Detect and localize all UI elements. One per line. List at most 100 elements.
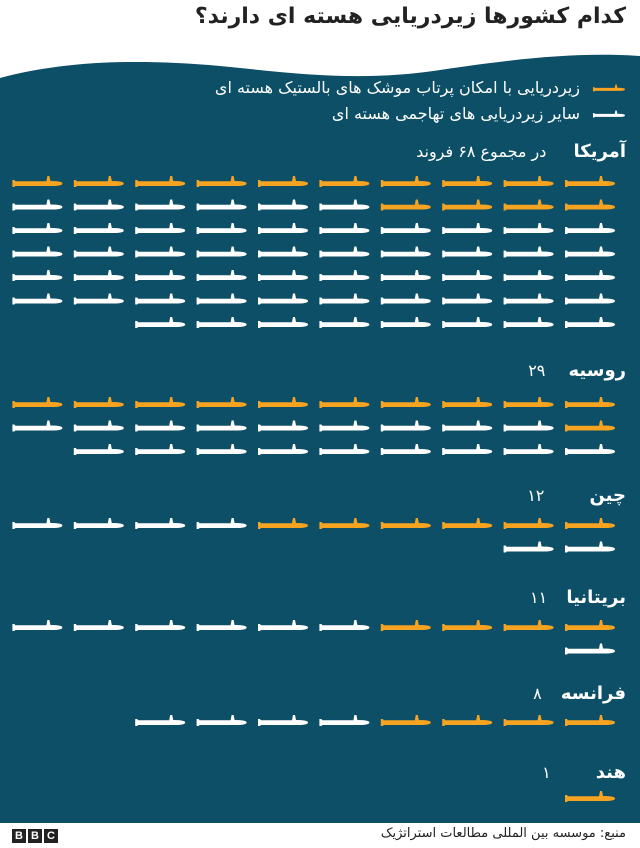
submarine-other-mark xyxy=(565,444,615,455)
submarine-other-mark xyxy=(73,199,124,211)
submarine-ballistic-mark xyxy=(503,199,554,211)
submarine-other-mark xyxy=(503,270,554,281)
submarine-other-mark xyxy=(503,420,554,432)
submarine-other-mark xyxy=(319,444,370,455)
submarine-other-mark xyxy=(73,223,124,234)
legend-label: زیردریایی با امکان پرتاب موشک های بالستی… xyxy=(214,78,580,97)
submarine-ballistic-mark xyxy=(380,199,431,211)
submarine-ballistic-mark xyxy=(135,397,186,408)
submarine-other-mark xyxy=(196,420,247,432)
page-title: کدام کشورها زیردریایی هسته ای دارند؟ xyxy=(194,4,626,29)
submarine-other-mark xyxy=(442,317,493,328)
submarine-ballistic-mark xyxy=(380,518,431,529)
submarine-ballistic-mark xyxy=(258,397,308,408)
legend-item-ballistic: زیردریایی با امکان پرتاب موشک های بالستی… xyxy=(215,78,626,97)
submarine-other-mark xyxy=(196,270,247,281)
submarine-other-mark xyxy=(258,270,308,281)
submarine-ballistic-mark xyxy=(503,518,554,529)
submarine-other-mark xyxy=(503,444,554,455)
submarine-ballistic-mark xyxy=(73,176,124,187)
submarine-other-mark xyxy=(135,223,186,234)
submarine-other-mark xyxy=(565,317,615,328)
submarine-other-mark xyxy=(380,270,431,281)
submarine-other-mark xyxy=(380,444,431,455)
submarine-ballistic-mark xyxy=(503,176,554,187)
submarine-other-mark xyxy=(319,715,370,726)
submarine-other-mark xyxy=(135,420,186,432)
submarine-other-mark xyxy=(12,420,63,432)
submarine-other-mark xyxy=(196,199,247,211)
submarine-other-mark xyxy=(12,223,63,234)
submarine-ballistic-mark xyxy=(319,397,370,408)
country-name: هند xyxy=(595,762,626,783)
submarine-other-mark xyxy=(442,444,493,455)
submarine-other-mark xyxy=(135,270,186,281)
submarine-ballistic-mark xyxy=(442,620,493,631)
submarine-other-mark xyxy=(319,199,370,211)
submarine-other-mark xyxy=(319,270,370,281)
submarine-ballistic-mark xyxy=(12,176,63,187)
submarine-ballistic-mark xyxy=(258,176,308,187)
country-name: بریتانیا xyxy=(566,587,626,608)
submarine-other-mark xyxy=(196,715,247,726)
country-name: فرانسه xyxy=(560,683,626,704)
country-france: فرانسه ۸ xyxy=(533,683,626,704)
submarine-other-mark xyxy=(12,199,63,211)
submarine-ballistic-mark xyxy=(565,397,615,408)
submarine-other-mark xyxy=(565,223,615,234)
submarine-ballistic-mark xyxy=(565,420,615,432)
submarine-ballistic-mark xyxy=(380,620,431,631)
country-china: چین ۱۲ xyxy=(527,485,626,506)
submarine-ballistic-mark xyxy=(319,518,370,529)
country-name: چین xyxy=(589,485,626,506)
submarine-other-mark xyxy=(135,293,186,305)
submarine-other-mark xyxy=(135,518,186,529)
submarine-other-mark xyxy=(565,643,615,655)
submarine-other-mark xyxy=(503,293,554,305)
submarine-ballistic-mark xyxy=(442,397,493,408)
country-usa: آمریکا در مجموع ۶۸ فروند xyxy=(416,141,626,162)
submarine-other-mark xyxy=(258,715,308,726)
submarine-ballistic-mark xyxy=(12,397,63,408)
submarine-ballistic-mark xyxy=(196,176,247,187)
submarine-other-mark xyxy=(442,270,493,281)
country-name: آمریکا xyxy=(573,141,627,162)
submarine-ballistic-mark xyxy=(442,715,493,726)
submarine-icon xyxy=(593,110,625,118)
submarine-other-mark xyxy=(258,293,308,305)
legend-label: سایر زیردریایی های تهاجمی هسته ای xyxy=(331,104,580,123)
submarine-other-mark xyxy=(258,420,308,432)
submarine-other-mark xyxy=(319,223,370,234)
submarine-other-mark xyxy=(258,246,308,258)
submarine-other-mark xyxy=(442,246,493,258)
submarine-other-mark xyxy=(73,246,124,258)
submarine-other-mark xyxy=(12,270,63,281)
submarine-ballistic-mark xyxy=(503,715,554,726)
submarine-ballistic-mark xyxy=(565,518,615,529)
submarine-other-mark xyxy=(258,199,308,211)
submarine-ballistic-mark xyxy=(135,176,186,187)
submarine-other-mark xyxy=(503,541,554,553)
submarine-other-mark xyxy=(319,293,370,305)
submarine-icon xyxy=(593,84,625,92)
submarine-other-mark xyxy=(442,223,493,234)
submarine-ballistic-mark xyxy=(442,199,493,211)
submarine-ballistic-mark xyxy=(565,199,615,211)
submarine-other-mark xyxy=(12,620,63,631)
submarine-other-mark xyxy=(73,420,124,432)
wave-background xyxy=(0,54,640,823)
submarine-other-mark xyxy=(135,246,186,258)
submarine-other-mark xyxy=(73,620,124,631)
country-russia: روسیه ۲۹ xyxy=(528,360,626,381)
country-count: ۲۹ xyxy=(528,361,546,380)
submarine-other-mark xyxy=(565,541,615,553)
submarine-other-mark xyxy=(442,420,493,432)
submarine-other-mark xyxy=(319,420,370,432)
submarine-ballistic-mark xyxy=(319,176,370,187)
country-count: ۱۲ xyxy=(527,486,545,505)
country-count: ۸ xyxy=(533,684,542,703)
submarine-other-mark xyxy=(319,620,370,631)
submarine-other-mark xyxy=(565,270,615,281)
submarine-other-mark xyxy=(380,317,431,328)
submarine-ballistic-mark xyxy=(565,620,615,631)
